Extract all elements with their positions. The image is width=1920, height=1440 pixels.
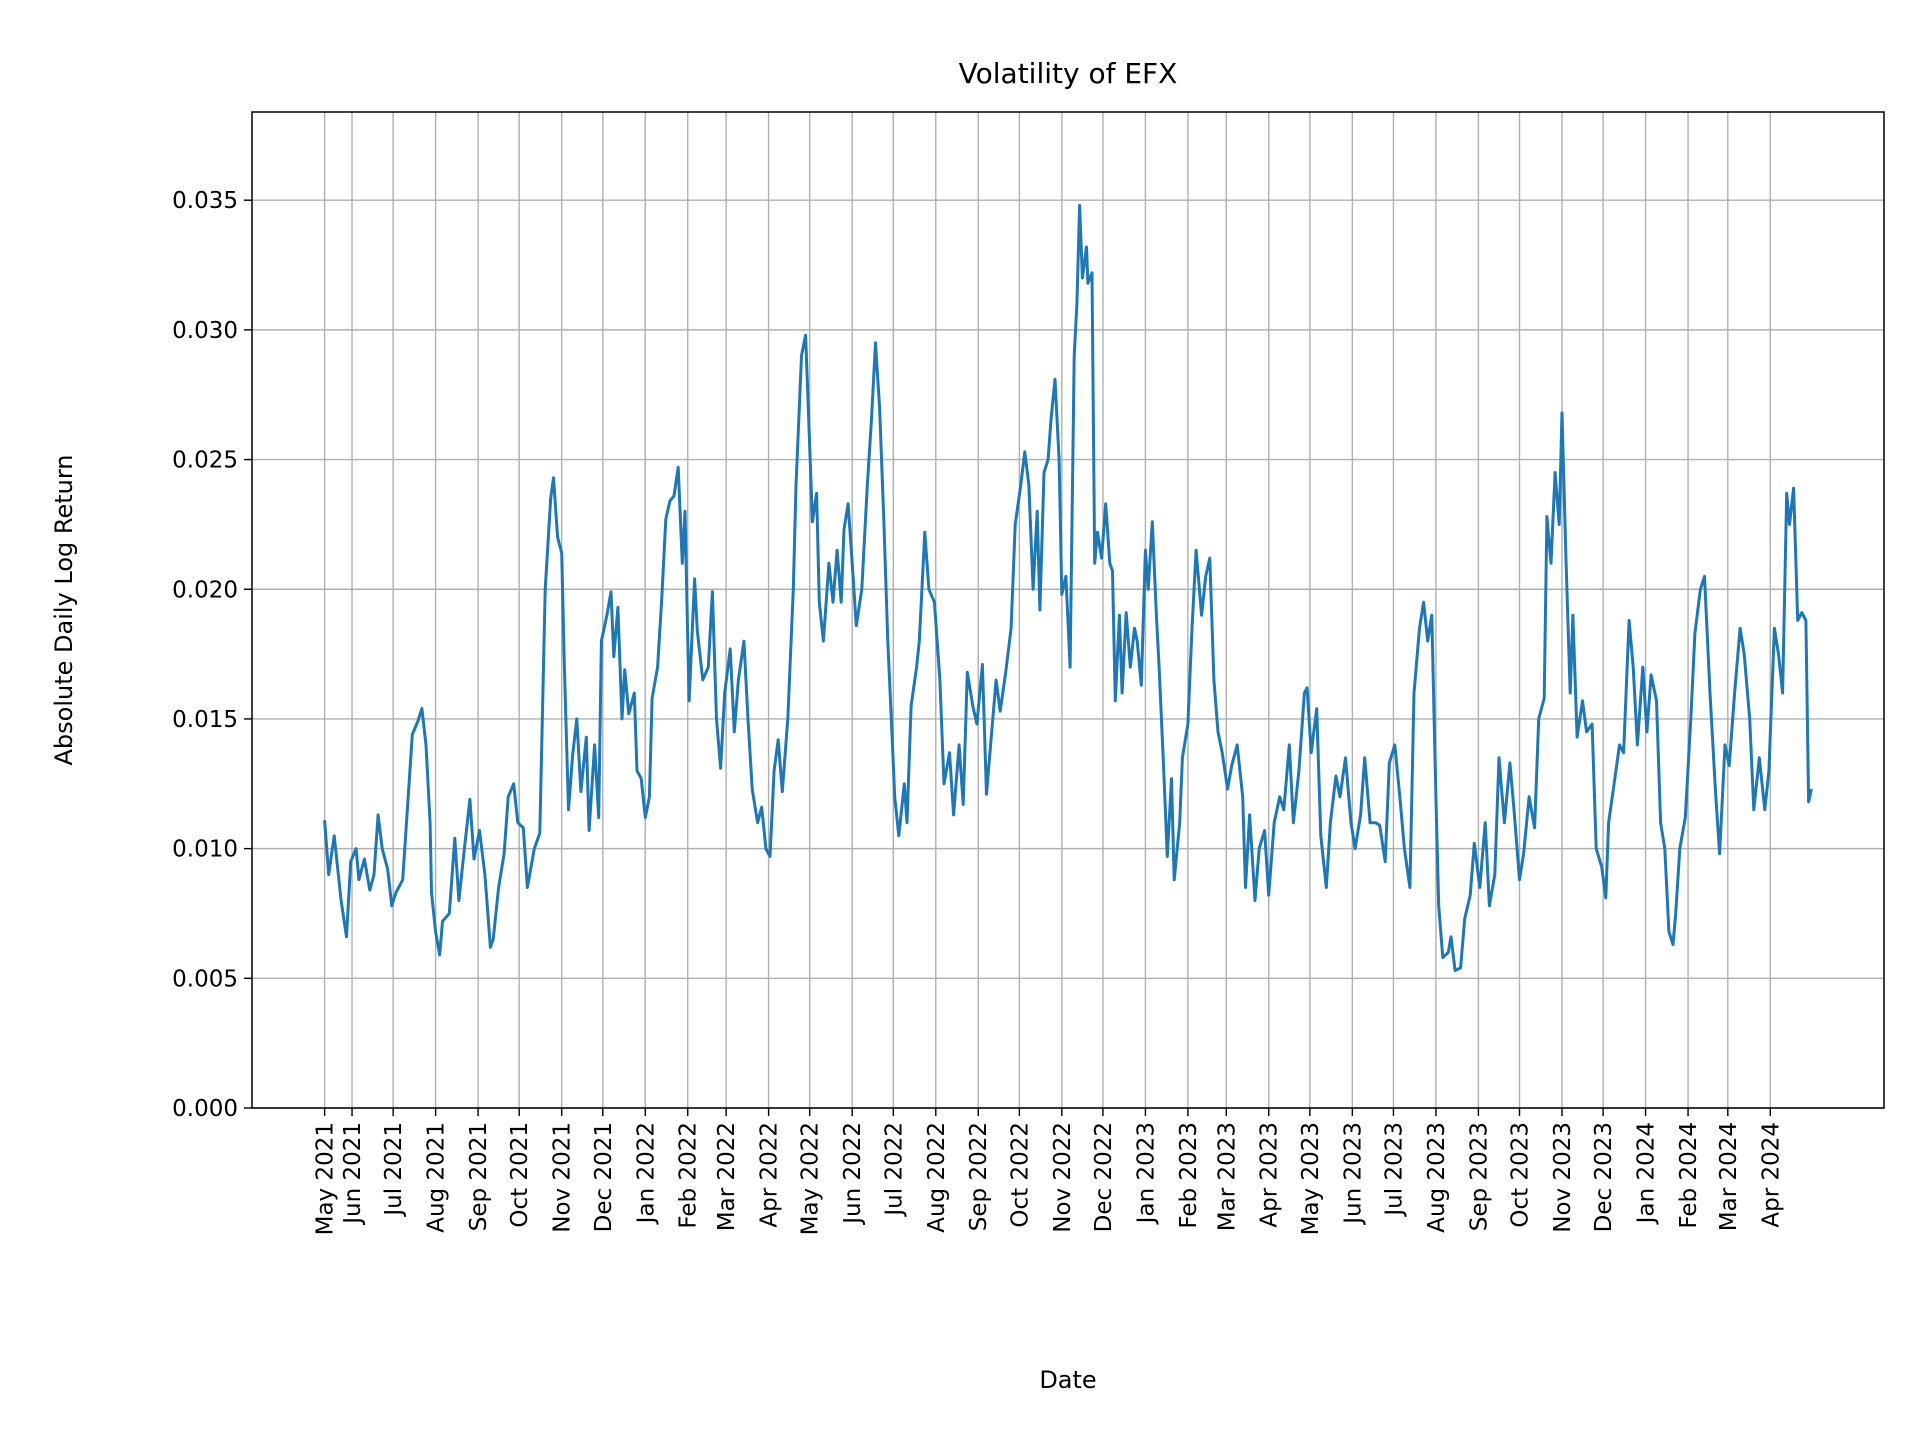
grid bbox=[252, 112, 1884, 1109]
x-tick-label: Jan 2024 bbox=[1634, 1122, 1660, 1225]
series-layer bbox=[323, 203, 1813, 972]
x-tick-label: Jul 2023 bbox=[1381, 1122, 1407, 1218]
y-tick-label: 0.020 bbox=[172, 577, 238, 603]
x-tick-label: Jul 2021 bbox=[381, 1122, 407, 1218]
x-tick-label: Oct 2021 bbox=[507, 1122, 533, 1228]
x-tick-label: May 2021 bbox=[313, 1122, 339, 1235]
x-tick-label: Dec 2022 bbox=[1091, 1122, 1117, 1232]
x-tick-label: Oct 2023 bbox=[1508, 1122, 1534, 1228]
x-tick-label: Apr 2024 bbox=[1758, 1122, 1784, 1228]
x-tick-label: Feb 2023 bbox=[1176, 1122, 1202, 1229]
x-tick-label: Aug 2021 bbox=[424, 1122, 450, 1233]
x-tick-label: Sep 2023 bbox=[1466, 1122, 1492, 1231]
x-tick-label: Jun 2023 bbox=[1340, 1122, 1366, 1226]
y-axis-label: Absolute Daily Log Return bbox=[50, 454, 78, 765]
x-axis-label: Date bbox=[1039, 1366, 1096, 1394]
volatility-line bbox=[323, 203, 1813, 972]
x-tick-label: Mar 2024 bbox=[1716, 1122, 1742, 1231]
x-tick-label: Feb 2024 bbox=[1676, 1122, 1702, 1229]
x-tick-label: May 2023 bbox=[1298, 1122, 1324, 1235]
x-tick-label: Oct 2022 bbox=[1007, 1122, 1033, 1228]
x-tick-label: Jun 2021 bbox=[340, 1122, 366, 1226]
axes-frame bbox=[251, 111, 1885, 1109]
y-tick-label: 0.035 bbox=[172, 188, 238, 214]
x-tick-label: Jul 2022 bbox=[881, 1122, 907, 1218]
y-tick-label: 0.030 bbox=[172, 318, 238, 344]
x-tick-label: Dec 2021 bbox=[591, 1122, 617, 1232]
x-tick-label: Sep 2021 bbox=[466, 1122, 492, 1231]
y-tick-label: 0.005 bbox=[172, 966, 238, 992]
x-tick-label: Sep 2022 bbox=[966, 1122, 992, 1231]
y-tick-label: 0.025 bbox=[172, 448, 238, 474]
x-tick-label: Dec 2023 bbox=[1591, 1122, 1617, 1232]
chart-title: Volatility of EFX bbox=[959, 57, 1178, 90]
x-tick-label: Jan 2022 bbox=[633, 1122, 659, 1225]
x-tick-label: Apr 2022 bbox=[757, 1122, 783, 1228]
x-tick-label: Jun 2022 bbox=[840, 1122, 866, 1226]
x-tick-label: Nov 2022 bbox=[1050, 1122, 1076, 1233]
y-tick-label: 0.015 bbox=[172, 707, 238, 733]
x-tick-label: Aug 2023 bbox=[1424, 1122, 1450, 1233]
x-tick-label: Aug 2022 bbox=[924, 1122, 950, 1233]
x-tick-label: Mar 2022 bbox=[714, 1122, 740, 1231]
x-tick-label: Nov 2021 bbox=[550, 1122, 576, 1233]
x-tick-label: Mar 2023 bbox=[1214, 1122, 1240, 1231]
x-tick-label: Feb 2022 bbox=[676, 1122, 702, 1229]
x-tick-label: Nov 2023 bbox=[1550, 1122, 1576, 1233]
x-tick-label: Apr 2023 bbox=[1257, 1122, 1283, 1228]
x-axis: May 2021 Jun 2021 Jul 2021 Aug 2021 Sep 2021… bbox=[313, 1108, 1784, 1235]
y-tick-label: 0.010 bbox=[172, 837, 238, 863]
x-tick-label: May 2022 bbox=[798, 1122, 824, 1235]
x-tick-label: Jan 2023 bbox=[1133, 1122, 1159, 1225]
y-tick-label: 0.000 bbox=[172, 1096, 238, 1122]
y-axis: 0.000 0.005 0.010 0.015 0.020 0.025 0.030 0.035 bbox=[172, 188, 252, 1122]
